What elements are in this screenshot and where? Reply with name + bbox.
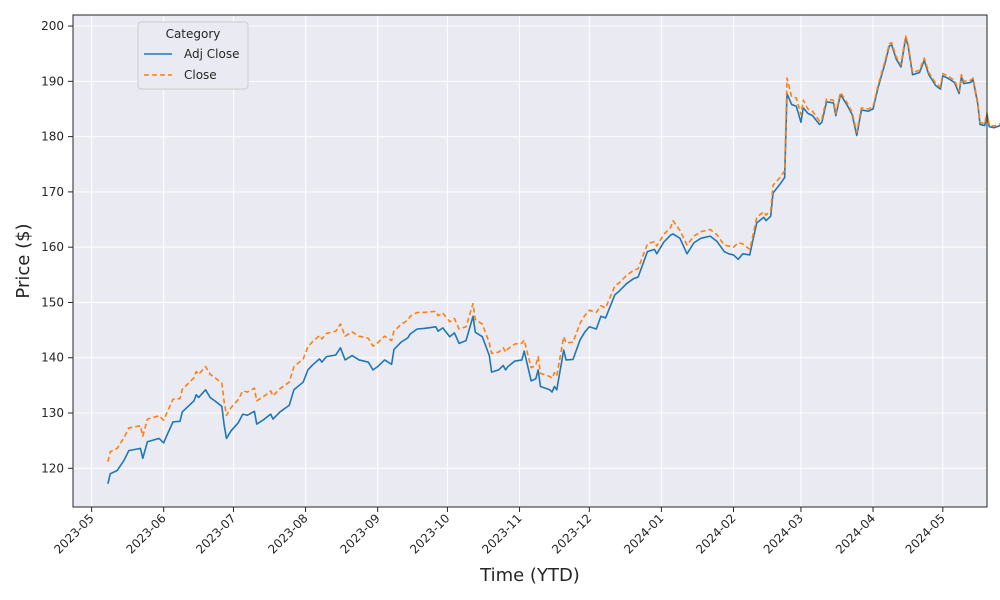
- x-tick-label: 2023-05: [51, 511, 96, 556]
- x-tick-label: 2023-10: [407, 511, 452, 556]
- y-axis-ticks: 120 130 140 150 160 170 180 190 200: [41, 19, 73, 475]
- x-tick-label: 2024-05: [903, 511, 948, 556]
- x-tick-label: 2023-08: [265, 511, 310, 556]
- x-tick-label: 2023-12: [549, 511, 594, 556]
- y-tick-label: 200: [41, 19, 64, 33]
- series-line-adj-close: [107, 37, 1000, 484]
- legend: Category Adj Close Close: [137, 21, 249, 90]
- legend-items: Adj Close Close: [144, 47, 239, 82]
- legend-title: Category: [166, 27, 221, 41]
- series-line-close: [107, 35, 1000, 462]
- y-tick-label: 140: [41, 351, 64, 365]
- x-axis-ticks: 2023-05 2023-06 2023-07 2023-08 2023-09 2023-…: [51, 507, 948, 557]
- y-tick-label: 170: [41, 185, 64, 199]
- plot-frame: [72, 14, 988, 508]
- x-axis-label: Time (YTD): [479, 565, 580, 586]
- legend-label: Adj Close: [184, 47, 239, 61]
- series-lines: [107, 35, 1000, 484]
- x-tick-label: 2024-04: [833, 511, 878, 556]
- grid: [73, 15, 987, 507]
- x-tick-label: 2023-09: [337, 511, 382, 556]
- y-tick-label: 160: [41, 240, 64, 254]
- y-tick-label: 120: [41, 461, 64, 475]
- legend-box: [137, 21, 249, 90]
- x-tick-label: 2023-11: [479, 511, 524, 556]
- x-tick-label: 2024-03: [761, 511, 806, 556]
- y-tick-label: 150: [41, 295, 64, 309]
- x-tick-label: 2024-01: [621, 511, 666, 556]
- y-tick-label: 130: [41, 406, 64, 420]
- x-tick-label: 2023-06: [123, 511, 168, 556]
- legend-label: Close: [184, 68, 217, 82]
- x-tick-label: 2023-07: [193, 511, 238, 556]
- y-tick-label: 180: [41, 130, 64, 144]
- y-axis-label: Price ($): [13, 223, 34, 298]
- x-tick-label: 2024-02: [693, 511, 738, 556]
- y-tick-label: 190: [41, 74, 64, 88]
- plot-area: [73, 15, 987, 507]
